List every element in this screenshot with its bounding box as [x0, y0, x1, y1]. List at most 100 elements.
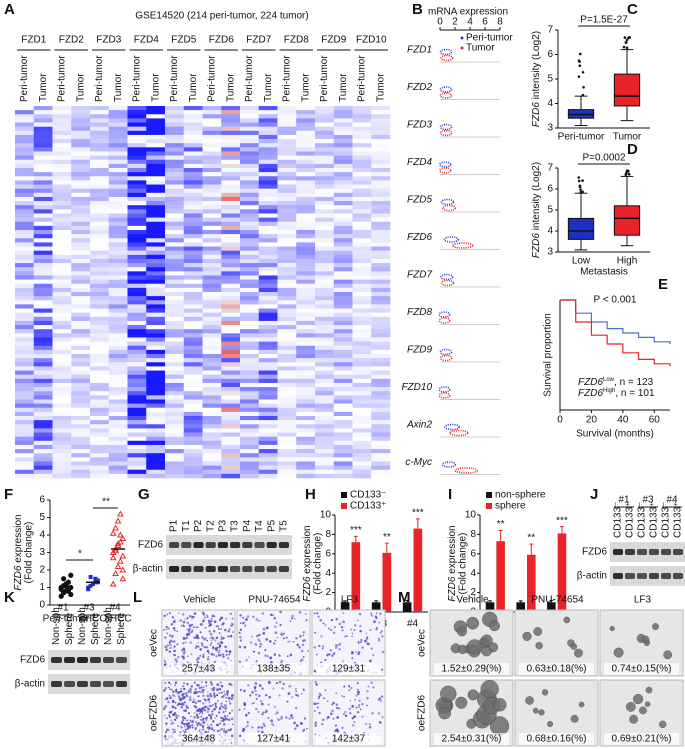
- cell: [164, 636, 166, 638]
- cell: [293, 722, 296, 725]
- heatmap-cell: [165, 255, 184, 259]
- heatmap-cell: [371, 300, 390, 304]
- heatmap-cell: [353, 441, 372, 445]
- heatmap-cell: [315, 143, 334, 147]
- heatmap-cell: [53, 172, 72, 176]
- heatmap-cell: [128, 180, 147, 184]
- heatmap-cell: [203, 234, 222, 238]
- cell: [258, 652, 260, 654]
- cell: [225, 718, 227, 720]
- bar: [414, 529, 423, 612]
- heatmap-cell: [296, 399, 315, 403]
- cell: [381, 716, 383, 718]
- heatmap-cell: [71, 474, 90, 478]
- heatmap-cell: [15, 230, 34, 234]
- heatmap-cell: [353, 259, 372, 263]
- heatmap-cell: [146, 383, 165, 387]
- heatmap-cell: [71, 230, 90, 234]
- heatmap-cell: [353, 176, 372, 180]
- heatmap-cell: [203, 180, 222, 184]
- heatmap-cell: [15, 342, 34, 346]
- heatmap-cell: [165, 201, 184, 205]
- cell: [375, 628, 378, 631]
- heatmap-cell: [334, 358, 353, 362]
- heatmap-cell: [278, 247, 297, 251]
- heatmap-cell: [90, 255, 109, 259]
- heatmap-cell: [109, 147, 128, 151]
- cell: [198, 722, 200, 724]
- heatmap-cell: [296, 123, 315, 127]
- heatmap-cell: [278, 172, 297, 176]
- cell: [172, 616, 174, 618]
- heatmap-cell: [53, 383, 72, 387]
- heatmap-cell: [53, 197, 72, 201]
- heatmap-cell: [165, 197, 184, 201]
- heatmap-cell: [203, 284, 222, 288]
- expression-cluster: [440, 168, 451, 173]
- cell: [239, 646, 242, 649]
- heatmap-cell: [109, 292, 128, 296]
- heatmap-cell: [15, 275, 34, 279]
- heatmap-cell: [240, 333, 259, 337]
- cell: [315, 681, 318, 684]
- heatmap-cell: [146, 143, 165, 147]
- cell: [333, 652, 336, 655]
- heatmap-cell: [34, 123, 53, 127]
- heatmap-cell: [334, 275, 353, 279]
- heatmap-cell: [296, 218, 315, 222]
- cell: [270, 614, 272, 616]
- heatmap-cell: [259, 218, 278, 222]
- heatmap-cell: [315, 234, 334, 238]
- heatmap-cell: [146, 342, 165, 346]
- cell: [224, 715, 226, 717]
- legend-swatch: [341, 492, 347, 498]
- heatmap-cell: [259, 135, 278, 139]
- heatmap-cell: [371, 304, 390, 308]
- cell: [221, 696, 224, 699]
- heatmap-cell: [221, 441, 240, 445]
- heatmap-cell: [15, 358, 34, 362]
- heatmap-cell: [353, 362, 372, 366]
- heatmap-cell: [109, 466, 128, 470]
- heatmap-cell: [90, 337, 109, 341]
- cell: [281, 716, 283, 718]
- heatmap-cell: [146, 437, 165, 441]
- heatmap-cell: [353, 424, 372, 428]
- heatmap-cell: [240, 131, 259, 135]
- cell: [164, 715, 166, 717]
- cell: [208, 652, 210, 654]
- heatmap-cell: [90, 321, 109, 325]
- heatmap-cell: [203, 213, 222, 217]
- heatmap-cell: [334, 313, 353, 317]
- heatmap-cell: [240, 213, 259, 217]
- cell: [222, 711, 224, 713]
- heatmap-cell: [34, 226, 53, 230]
- heatmap-cell: [203, 118, 222, 122]
- heatmap-cell: [296, 147, 315, 151]
- heatmap-cell: [278, 131, 297, 135]
- heatmap-cell: [71, 180, 90, 184]
- heatmap-cell: [165, 242, 184, 246]
- y-tick-label: 3: [547, 247, 553, 258]
- sphere: [626, 702, 635, 711]
- cell: [269, 657, 272, 660]
- heatmap-cell: [184, 366, 203, 370]
- heatmap-cell: [15, 185, 34, 189]
- cell: [333, 702, 335, 704]
- heatmap-cell: [71, 404, 90, 408]
- heatmap-cell: [278, 176, 297, 180]
- heatmap-cell: [53, 350, 72, 354]
- cell: [225, 701, 227, 703]
- sphere: [652, 623, 658, 629]
- gene-label: c-Myc: [405, 457, 432, 468]
- heatmap-cell: [71, 346, 90, 350]
- heatmap-cell: [371, 313, 390, 317]
- heatmap-cell: [165, 391, 184, 395]
- heatmap-cell: [203, 230, 222, 234]
- heatmap-cell: [334, 259, 353, 263]
- y-tick-label: 6: [325, 548, 331, 559]
- column-label: LF3: [634, 595, 652, 606]
- heatmap-cell: [128, 346, 147, 350]
- x-tick-label: Low: [572, 256, 591, 267]
- heatmap-cell: [259, 193, 278, 197]
